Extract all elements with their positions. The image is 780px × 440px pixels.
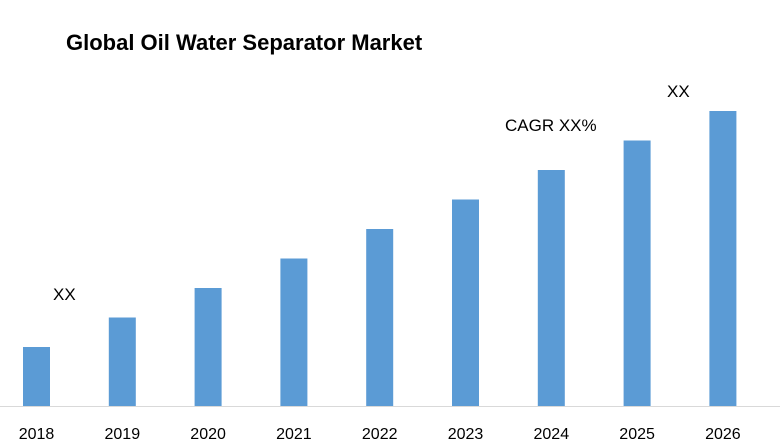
bar-2020: [194, 288, 222, 406]
x-tick-label: 2026: [705, 426, 741, 440]
bar-2018: [23, 347, 50, 406]
x-tick-label: 2019: [105, 426, 141, 440]
bar-2026: [709, 111, 737, 406]
annotation-cagr: CAGR XX%: [505, 116, 597, 135]
x-tick-label: 2024: [534, 426, 570, 440]
bar-2025: [623, 140, 651, 406]
x-tick-label: 2021: [276, 426, 312, 440]
x-tick-label: 2022: [362, 426, 398, 440]
x-tick-label: 2018: [19, 426, 55, 440]
bar-2023: [452, 199, 479, 406]
bar-2019: [108, 317, 136, 406]
annotation-start-value: XX: [53, 285, 76, 304]
x-tick-label: 2023: [448, 426, 484, 440]
bar-2024: [537, 170, 565, 406]
x-tick-label: 2025: [619, 426, 655, 440]
bar-2021: [280, 258, 308, 406]
annotation-end-value: XX: [667, 82, 690, 101]
bar-2022: [366, 229, 394, 406]
x-tick-label: 2020: [190, 426, 226, 440]
chart-title: Global Oil Water Separator Market: [66, 30, 423, 55]
